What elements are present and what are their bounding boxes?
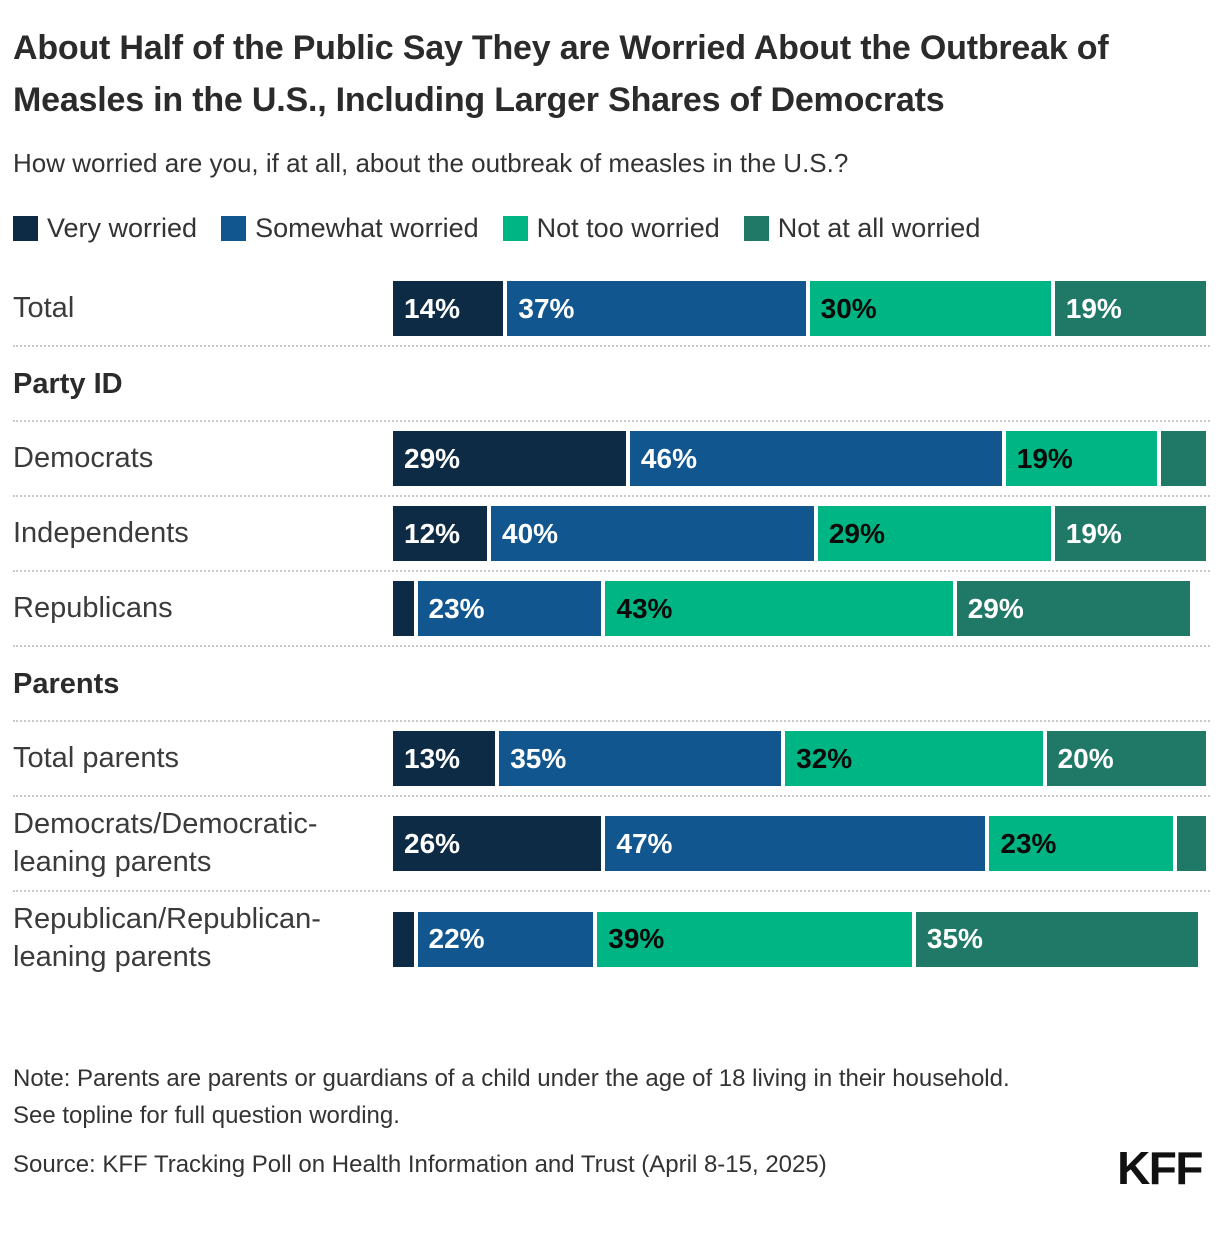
row-label: Total parents xyxy=(13,741,180,774)
legend-item-somewhat-worried: Somewhat worried xyxy=(221,213,479,244)
segment-value-label: 13% xyxy=(404,742,461,774)
bar-segment-very-worried: 13% xyxy=(393,731,496,786)
bar-segment-very-worried: 12% xyxy=(393,506,488,561)
segment-value-label: 14% xyxy=(404,292,461,324)
bar-segment-very-worried: 14% xyxy=(393,281,504,336)
footer-source: Source: KFF Tracking Poll on Health Info… xyxy=(13,1150,827,1178)
row-label: Republican/Republican-leaning parents xyxy=(13,903,321,974)
legend-label: Very worried xyxy=(47,213,198,243)
segment-value-label: 32% xyxy=(796,742,853,774)
legend-item-not-too-worried: Not too worried xyxy=(502,213,720,244)
bar-segment-not-at-all-worried xyxy=(1160,431,1206,486)
row-label: Democrats/Democratic-leaning parents xyxy=(13,808,318,878)
segment-value-label: 29% xyxy=(828,517,885,549)
chart-rows: Total 14% 37% 30% 19% Party ID Democrats 29% 46%… xyxy=(13,272,1210,986)
bar-segment-somewhat-worried: 22% xyxy=(417,911,594,967)
bar-track: 26% 47% 23% xyxy=(393,816,1210,872)
section-header-parents: Parents xyxy=(13,647,1210,722)
bar-segment-not-too-worried: 30% xyxy=(809,281,1051,336)
segment-value-label: 46% xyxy=(640,442,697,474)
segment-value-label: 19% xyxy=(1065,292,1122,324)
bar-row-total: Total 14% 37% 30% 19% xyxy=(13,272,1210,347)
legend: Very worried Somewhat worried Not too worr… xyxy=(13,213,1210,244)
row-label: Independents xyxy=(13,516,189,549)
section-header-party-id: Party ID xyxy=(13,347,1210,422)
segment-value-label: 29% xyxy=(404,442,461,474)
legend-swatch-icon xyxy=(743,216,769,241)
segment-value-label: 23% xyxy=(428,592,485,624)
page-subtitle: How worried are you, if at all, about th… xyxy=(13,148,849,178)
legend-swatch-icon xyxy=(502,216,528,241)
bar-row-republicans: Republicans 23% 43% 29% xyxy=(13,572,1210,647)
bar-track: 14% 37% 30% 19% xyxy=(393,281,1210,336)
bar-row-independents: Independents 12% 40% 29% 19% xyxy=(13,497,1210,572)
bar-segment-somewhat-worried: 46% xyxy=(629,431,1002,486)
bar-segment-not-at-all-worried xyxy=(1177,816,1206,872)
segment-value-label: 19% xyxy=(1016,442,1073,474)
segment-value-label: 43% xyxy=(616,592,673,624)
bar-segment-not-too-worried: 23% xyxy=(989,816,1174,872)
legend-item-not-at-all-worried: Not at all worried xyxy=(743,213,981,244)
bar-row-total-parents: Total parents 13% 35% 32% 20% xyxy=(13,722,1210,797)
bar-track: 29% 46% 19% xyxy=(393,431,1210,486)
footer: Note: Parents are parents or guardians o… xyxy=(13,1060,1210,1191)
page-title: About Half of the Public Say They are Wo… xyxy=(13,29,1109,119)
bar-segment-not-at-all-worried: 20% xyxy=(1046,731,1206,786)
segment-value-label: 47% xyxy=(616,827,673,859)
segment-value-label: 35% xyxy=(510,742,567,774)
bar-segment-somewhat-worried: 35% xyxy=(499,731,782,786)
segment-value-label: 23% xyxy=(1000,827,1057,859)
kff-logo: KFF xyxy=(1117,1141,1203,1194)
bar-segment-not-too-worried: 43% xyxy=(605,581,953,636)
bar-segment-not-at-all-worried: 35% xyxy=(915,911,1198,967)
segment-value-label: 22% xyxy=(428,923,485,955)
segment-value-label: 35% xyxy=(926,923,983,955)
bar-track: 12% 40% 29% 19% xyxy=(393,506,1210,561)
bar-segment-not-too-worried: 29% xyxy=(817,506,1051,561)
bar-track: 13% 35% 32% 20% xyxy=(393,731,1210,786)
bar-row-democrats-democratic-leaning-parents: Democrats/Democratic-leaning parents 26% 4… xyxy=(13,797,1210,893)
legend-label: Not too worried xyxy=(536,213,720,243)
segment-value-label: 12% xyxy=(404,517,461,549)
bar-track: 22% 39% 35% xyxy=(393,911,1210,967)
bar-segment-very-worried: 29% xyxy=(393,431,626,486)
bar-segment-somewhat-worried: 47% xyxy=(605,816,986,872)
legend-swatch-icon xyxy=(221,216,247,241)
bar-segment-not-too-worried: 39% xyxy=(597,911,912,967)
segment-value-label: 39% xyxy=(608,923,665,955)
bar-segment-not-too-worried: 32% xyxy=(785,731,1043,786)
row-label: Total xyxy=(13,291,75,324)
segment-value-label: 19% xyxy=(1065,517,1122,549)
footer-note-line-1: Note: Parents are parents or guardians o… xyxy=(13,1064,1010,1092)
legend-label: Not at all worried xyxy=(777,213,981,243)
bar-segment-somewhat-worried: 40% xyxy=(491,506,814,561)
segment-value-label: 40% xyxy=(502,517,559,549)
bar-segment-not-at-all-worried: 19% xyxy=(1054,281,1206,336)
row-label: Democrats xyxy=(13,441,154,474)
bar-segment-very-worried xyxy=(393,911,414,967)
bar-segment-somewhat-worried: 23% xyxy=(417,581,602,636)
bar-segment-not-too-worried: 19% xyxy=(1005,431,1157,486)
bar-row-democrats: Democrats 29% 46% 19% xyxy=(13,422,1210,497)
bar-segment-not-at-all-worried: 29% xyxy=(956,581,1190,636)
bar-row-republican-republican-leaning-parents: Republican/Republican-leaning parents 22%… xyxy=(13,892,1210,985)
segment-value-label: 20% xyxy=(1057,742,1114,774)
legend-item-very-worried: Very worried xyxy=(13,213,197,244)
segment-value-label: 37% xyxy=(518,292,575,324)
bar-segment-very-worried: 26% xyxy=(393,816,602,872)
row-label: Republicans xyxy=(13,591,173,624)
bar-track: 23% 43% 29% xyxy=(393,581,1210,636)
bar-segment-not-at-all-worried: 19% xyxy=(1054,506,1206,561)
bar-segment-very-worried xyxy=(393,581,414,636)
segment-value-label: 29% xyxy=(967,592,1024,624)
segment-value-label: 30% xyxy=(820,292,877,324)
segment-value-label: 26% xyxy=(404,827,461,859)
bar-segment-somewhat-worried: 37% xyxy=(507,281,806,336)
legend-swatch-icon xyxy=(13,216,38,241)
footer-note-line-2: See topline for full question wording. xyxy=(13,1101,400,1129)
legend-label: Somewhat worried xyxy=(255,213,479,243)
